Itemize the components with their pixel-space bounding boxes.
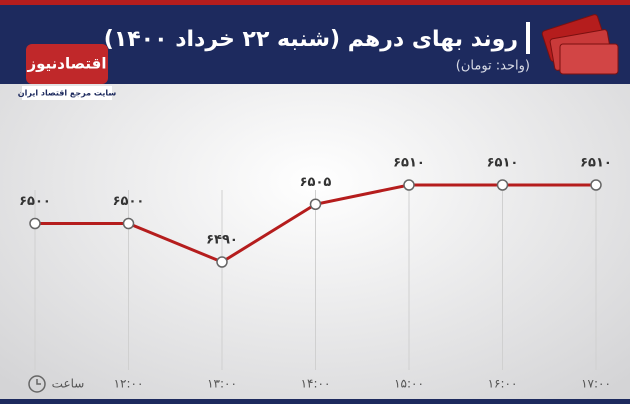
point xyxy=(29,217,41,230)
point xyxy=(403,179,415,191)
money-icon xyxy=(541,14,619,75)
point xyxy=(216,256,228,268)
point xyxy=(309,198,322,210)
x-tick-label: ۱۴:۰۰ xyxy=(301,377,331,391)
clock-icon xyxy=(28,375,46,393)
data-label: ۶۵۱۰ xyxy=(487,156,519,171)
x-tick-label: ۱۲:۰۰ xyxy=(114,377,144,391)
chart-title: روند بهای درهم (شنبه ۲۲ خرداد ۱۴۰۰) xyxy=(104,27,518,52)
chart-subtitle: (واحد: تومان) xyxy=(456,59,530,74)
data-label: ۶۴۹۰ xyxy=(206,233,238,248)
data-label: ۶۵۰۵ xyxy=(300,175,332,190)
x-tick-label: ۱۷:۰۰ xyxy=(581,377,611,391)
logo-tagline: سایت مرجع اقتصاد ایران xyxy=(18,89,117,98)
x-tick-label: ۱۳:۰۰ xyxy=(207,377,237,391)
data-label: ۶۵۱۰ xyxy=(393,156,425,171)
x-axis-label: ساعت xyxy=(52,377,85,391)
top-strip xyxy=(0,0,630,5)
data-label: ۶۵۰۰ xyxy=(19,194,51,209)
x-tick-label: ۱۶:۰۰ xyxy=(488,377,518,391)
title-bar xyxy=(526,22,530,54)
x-tick-label: ۱۵:۰۰ xyxy=(394,377,424,391)
logo-box xyxy=(26,44,108,84)
logo-name: اقتصادنیوز xyxy=(27,55,107,73)
data-label: ۶۵۱۰ xyxy=(580,156,612,171)
point xyxy=(122,217,135,230)
data-label: ۶۵۰۰ xyxy=(113,194,145,209)
point xyxy=(590,179,602,191)
logo-tagline-box xyxy=(22,86,112,100)
point xyxy=(496,179,509,191)
bottom-strip xyxy=(0,399,630,404)
